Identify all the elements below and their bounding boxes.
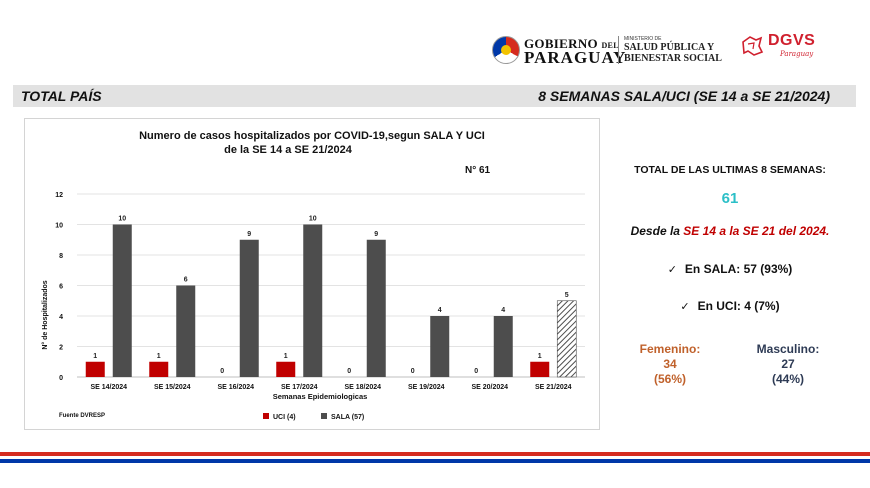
ministry-small: MINISTERIO DE (624, 36, 662, 42)
x-tick-label: SE 20/2024 (471, 384, 508, 391)
sala-bar (176, 285, 196, 377)
y-axis-label: N° de Hospitalizados (41, 280, 49, 349)
x-tick-label: SE 15/2024 (154, 384, 191, 391)
sala-bar (366, 239, 386, 377)
total-label: TOTAL DE LAS ULTIMAS 8 SEMANAS: (634, 164, 826, 176)
bar-value-label: 10 (309, 216, 317, 223)
flag-stripe-blue (0, 459, 870, 463)
sala-bar (112, 224, 132, 377)
range-highlight: SE 14 a la SE 21 del 2024. (683, 224, 830, 238)
male-count: 27 (781, 357, 795, 371)
banner-right-title: 8 SEMANAS SALA/UCI (SE 14 a SE 21/2024) (538, 88, 830, 104)
check-icon: ✓ (680, 300, 690, 313)
bar-value-label: 1 (157, 353, 161, 360)
dgvs-subtitle: Paraguay (780, 50, 814, 58)
bar-value-label: 5 (565, 292, 569, 299)
female-count: 34 (663, 357, 677, 371)
female-pct: (56%) (653, 372, 686, 386)
bar-value-label: 1 (93, 353, 97, 360)
x-tick-labels: SE 14/2024 SE 15/2024 SE 16/2024 SE 17/2024… (90, 384, 571, 391)
x-tick-label: SE 16/2024 (217, 384, 254, 391)
x-tick-label: SE 14/2024 (90, 384, 127, 391)
bar-value-label: 1 (538, 353, 542, 360)
gov-name-line1: GOBIERNO DEL (524, 36, 619, 51)
chart-total-annotation: N° 61 (465, 165, 491, 176)
bar-value-label: 0 (411, 368, 415, 375)
bar-value-label: 9 (374, 231, 378, 238)
gov-name-line2: PARAGUAY (524, 48, 627, 67)
bar-value-label: 6 (184, 277, 188, 284)
bar-value-label: 1 (284, 353, 288, 360)
bar-value-label: 4 (438, 307, 442, 314)
ministry-line1: SALUD PÚBLICA Y (624, 42, 715, 53)
gov-del: DEL (601, 41, 619, 50)
male-summary: Masculino: 27 (44%) (733, 342, 843, 387)
title-banner: TOTAL PAÍS 8 SEMANAS SALA/UCI (SE 14 a S… (13, 85, 856, 107)
y-tick-label: 8 (59, 253, 63, 260)
sala-bar (493, 316, 513, 377)
y-tick-label: 12 (55, 192, 63, 199)
uci-text: En UCI: 4 (7%) (697, 299, 780, 313)
banner-left-title: TOTAL PAÍS (21, 88, 102, 104)
uci-bar (530, 361, 550, 377)
x-tick-label: SE 19/2024 (408, 384, 445, 391)
bar-value-label: 0 (347, 368, 351, 375)
uci-summary: ✓ En UCI: 4 (7%) (605, 299, 855, 313)
x-axis-label: Semanas Epidemiologicas (273, 392, 368, 401)
paraguay-seal-icon (492, 36, 520, 64)
y-tick-label: 4 (59, 314, 63, 321)
legend-sala-swatch (321, 413, 327, 419)
legend-entry: SALA (57) (331, 414, 364, 421)
female-summary: Femenino: 34 (56%) (615, 342, 725, 387)
uci-bar (85, 361, 105, 377)
sala-bar (556, 300, 577, 378)
female-label: Femenino: (639, 342, 701, 356)
dgvs-map-icon (742, 36, 764, 56)
sala-bar (239, 239, 259, 377)
uci-bar (149, 361, 169, 377)
x-tick-label: SE 18/2024 (344, 384, 381, 391)
chart-legend: UCI (4) SALA (57) (263, 413, 364, 421)
header: GOBIERNO DEL PARAGUAY MINISTERIO DE SALU… (0, 0, 870, 80)
hospitalized-bar-chart: Numero de casos hospitalizados por COVID… (41, 130, 585, 421)
chart-source: Fuente DVRESP (59, 413, 105, 419)
chart-title-line1: Numero de casos hospitalizados por COVID… (139, 130, 485, 142)
flag-stripe-red (0, 452, 870, 456)
male-label: Masculino: (756, 342, 820, 356)
sala-bar (303, 224, 323, 377)
dgvs-text: DGVS (768, 32, 816, 49)
chart-panel: Numero de casos hospitalizados por COVID… (24, 118, 600, 430)
bar-value-label: 10 (118, 216, 126, 223)
bar-value-label: 4 (501, 307, 505, 314)
dgvs-logo: DGVS Paraguay (740, 30, 830, 66)
ministry-line2: BIENESTAR SOCIAL (624, 53, 722, 64)
range-prefix: Desde la (630, 224, 684, 238)
bar-value-label: 9 (247, 231, 251, 238)
sala-summary: ✓ En SALA: 57 (93%) (605, 262, 855, 276)
y-tick-label: 0 (59, 375, 63, 382)
legend-entry: UCI (4) (273, 414, 296, 421)
x-tick-label: SE 21/2024 (535, 384, 572, 391)
sala-text: En SALA: 57 (93%) (684, 262, 793, 276)
flag-stripe-white (0, 456, 870, 459)
total-value: 61 (721, 190, 739, 207)
check-icon: ✓ (667, 263, 677, 276)
y-tick-label: 10 (55, 223, 63, 230)
gobierno-logo: GOBIERNO DEL PARAGUAY (492, 34, 625, 68)
y-tick-label: 2 (59, 345, 63, 352)
male-pct: (44%) (771, 372, 804, 386)
chart-bars: 1 10 1 6 0 9 1 10 0 9 0 4 0 4 1 5 (85, 216, 577, 378)
bar-value-label: 0 (474, 368, 478, 375)
y-tick-label: 6 (59, 284, 63, 291)
y-tick-labels: 0 2 4 6 8 10 12 (55, 192, 63, 382)
chart-title-line2: de la SE 14 a SE 21/2024 (224, 144, 353, 156)
uci-bar (276, 361, 296, 377)
bar-value-label: 0 (220, 368, 224, 375)
ministry-logo: MINISTERIO DE SALUD PÚBLICA Y BIENESTAR … (624, 36, 734, 64)
legend-uci-swatch (263, 413, 269, 419)
logo-divider (618, 36, 619, 64)
date-range: Desde la SE 14 a la SE 21 del 2024. (605, 224, 855, 238)
sala-bar (430, 316, 450, 377)
x-tick-label: SE 17/2024 (281, 384, 318, 391)
